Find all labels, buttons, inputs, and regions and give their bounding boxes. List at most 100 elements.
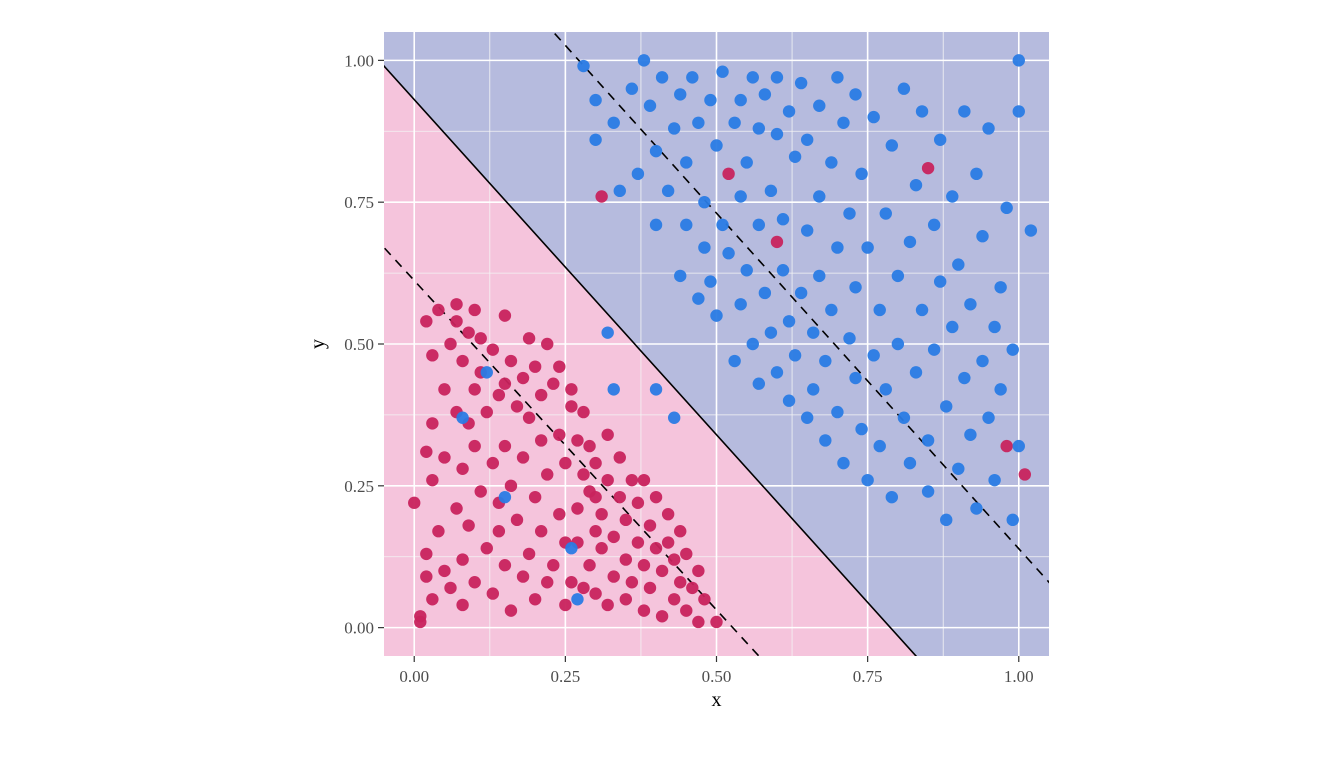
point-red [541,468,553,480]
point-red [601,474,613,486]
point-red [638,604,650,616]
x-tick-label: 0.00 [399,667,429,686]
point-red [614,451,626,463]
point-red [614,491,626,503]
point-red [626,474,638,486]
point-red [583,440,595,452]
point-blue [710,309,722,321]
point-red [468,304,480,316]
point-blue [819,434,831,446]
point-red [499,309,511,321]
point-blue [481,366,493,378]
point-red [505,355,517,367]
point-red [565,383,577,395]
point-red [523,332,535,344]
point-blue [874,304,886,316]
point-blue [801,224,813,236]
point-blue [837,117,849,129]
point-red [535,434,547,446]
point-red [577,468,589,480]
point-blue [892,338,904,350]
y-tick-label: 0.75 [344,193,374,212]
point-blue [753,219,765,231]
point-blue [964,298,976,310]
point-blue [855,168,867,180]
point-red [529,491,541,503]
point-red [722,168,734,180]
point-blue [994,383,1006,395]
point-blue [710,139,722,151]
point-red [408,497,420,509]
point-blue [946,190,958,202]
point-red [589,457,601,469]
point-red [620,593,632,605]
point-blue [747,71,759,83]
point-blue [855,423,867,435]
point-blue [922,485,934,497]
point-blue [849,88,861,100]
point-blue [970,502,982,514]
point-blue [1007,514,1019,526]
point-blue [994,281,1006,293]
point-blue [686,71,698,83]
point-red [517,451,529,463]
point-blue [650,145,662,157]
point-red [698,593,710,605]
point-red [644,519,656,531]
point-blue [759,287,771,299]
point-red [444,582,456,594]
point-blue [589,134,601,146]
point-blue [728,117,740,129]
point-red [493,389,505,401]
point-red [450,315,462,327]
y-tick-label: 0.00 [344,619,374,638]
point-blue [861,241,873,253]
point-blue [946,321,958,333]
point-red [626,576,638,588]
point-red [601,599,613,611]
point-red [656,610,668,622]
point-blue [783,315,795,327]
point-red [426,593,438,605]
point-red [710,616,722,628]
point-red [583,559,595,571]
point-blue [753,122,765,134]
point-red [662,508,674,520]
point-blue [771,71,783,83]
point-blue [753,378,765,390]
point-blue [940,514,952,526]
point-blue [674,270,686,282]
point-blue [982,122,994,134]
point-red [559,599,571,611]
point-red [620,553,632,565]
point-red [547,378,559,390]
point-blue [831,71,843,83]
point-blue [982,412,994,424]
point-red [650,542,662,554]
point-blue [499,491,511,503]
point-blue [680,219,692,231]
point-red [686,582,698,594]
point-blue [837,457,849,469]
point-blue [668,122,680,134]
point-red [680,604,692,616]
point-blue [741,156,753,168]
point-red [456,599,468,611]
point-red [432,525,444,537]
point-red [468,576,480,588]
point-red [680,548,692,560]
point-blue [916,105,928,117]
point-red [523,548,535,560]
point-red [450,502,462,514]
point-red [420,548,432,560]
x-tick-label: 1.00 [1004,667,1034,686]
point-red [511,514,523,526]
x-axis-title: x [712,689,722,711]
point-blue [964,429,976,441]
point-blue [825,304,837,316]
point-red [505,480,517,492]
point-blue [1025,224,1037,236]
point-blue [1013,54,1025,66]
point-blue [456,412,468,424]
point-red [1019,468,1031,480]
